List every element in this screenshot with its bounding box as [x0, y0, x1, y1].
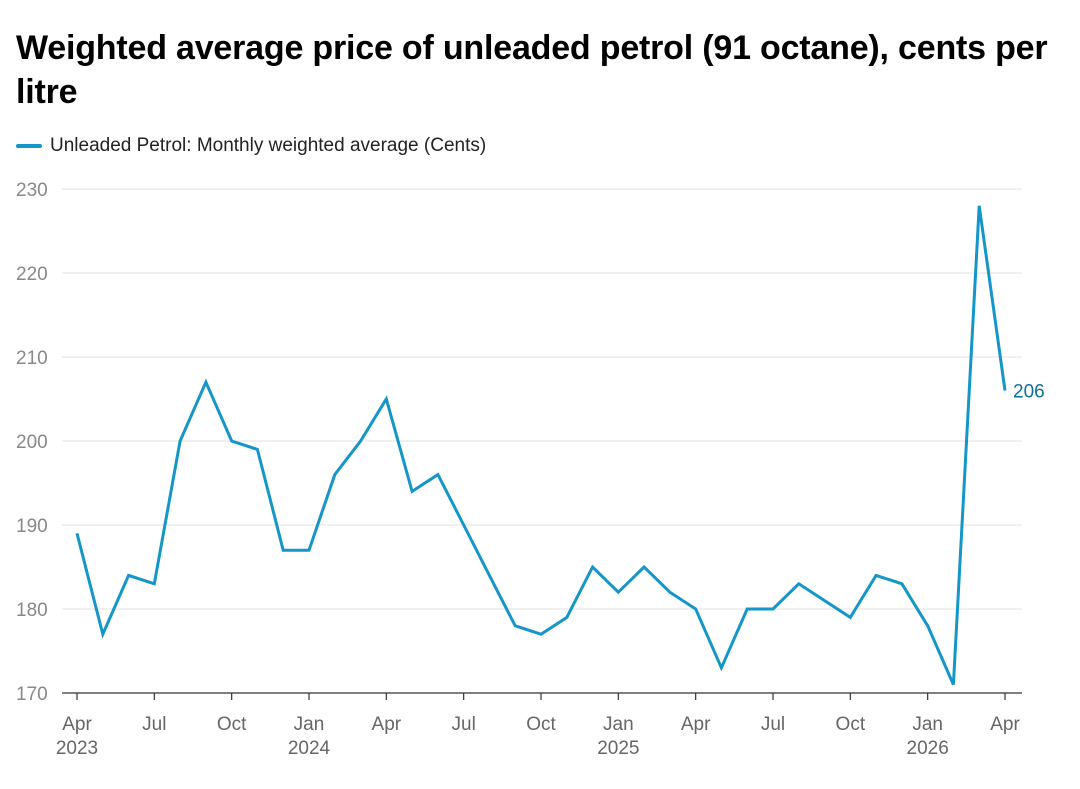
y-tick-label: 220 [16, 264, 48, 285]
legend-label: Unleaded Petrol: Monthly weighted averag… [50, 135, 487, 156]
y-tick-label: 170 [16, 684, 48, 705]
x-axis: Apr 2023 Jul Oct Jan 2024 Apr Jul Oct Jan 2025 Apr J… [56, 692, 1022, 759]
x-tick-label: Jul [761, 714, 785, 735]
x-tick-label: Jan [912, 714, 943, 735]
x-tick-year-label: 2026 [907, 738, 949, 759]
y-tick-label: 230 [16, 180, 48, 201]
gridlines [62, 188, 1022, 610]
y-axis: 230 220 210 200 190 180 170 [16, 180, 48, 705]
legend: Unleaded Petrol: Monthly weighted averag… [16, 135, 486, 157]
last-value-label: 206 [1013, 382, 1045, 403]
x-tick-year-label: 2024 [288, 738, 331, 759]
x-tick-label: Jul [452, 714, 476, 735]
x-tick-label: Oct [836, 714, 866, 735]
x-tick-label: Oct [526, 714, 556, 735]
x-tick-label: Jan [294, 714, 325, 735]
x-tick-year-label: 2025 [597, 738, 639, 759]
x-tick-label: Oct [217, 714, 247, 735]
x-tick-label: Jan [603, 714, 634, 735]
data-label-layer: 206 [1013, 382, 1045, 403]
legend-swatch [16, 144, 42, 148]
x-tick-label: Apr [990, 714, 1020, 735]
series-line [75, 205, 1007, 686]
x-tick-label: Apr [372, 714, 402, 735]
y-tick-label: 180 [16, 600, 48, 621]
x-tick-year-label: 2023 [56, 738, 98, 759]
x-tick-label: Jul [142, 714, 166, 735]
series-layer [75, 205, 1007, 686]
y-tick-label: 210 [16, 348, 48, 369]
x-tick-label: Apr [62, 714, 92, 735]
chart-title: Weighted average price of unleaded petro… [16, 29, 1048, 111]
y-tick-label: 200 [16, 432, 48, 453]
x-tick-label: Apr [681, 714, 711, 735]
y-tick-label: 190 [16, 516, 48, 537]
